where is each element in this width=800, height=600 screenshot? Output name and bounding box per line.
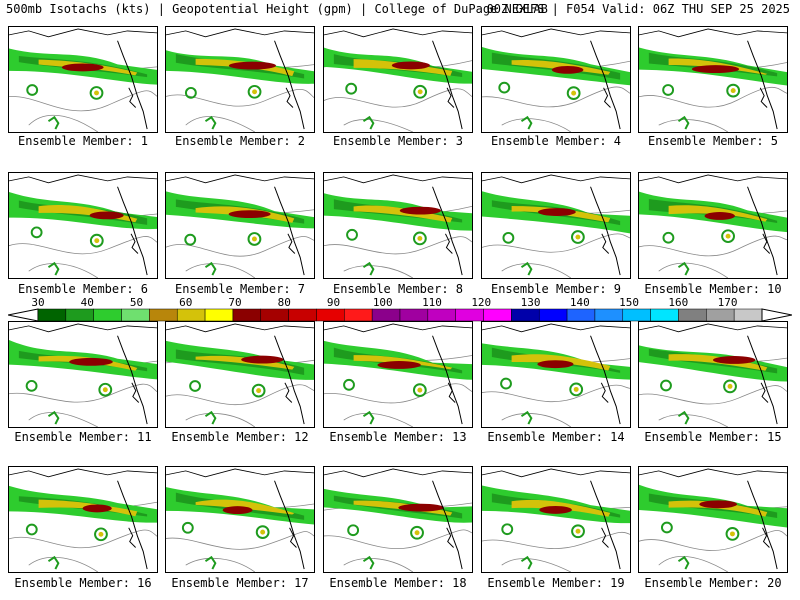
member-15-map	[638, 321, 788, 428]
member-14-label: Ensemble Member: 14	[487, 430, 625, 444]
member-13-label: Ensemble Member: 13	[329, 430, 467, 444]
colorbar-swatch-12	[344, 308, 373, 322]
member-4-label: Ensemble Member: 4	[490, 134, 622, 148]
colorbar-swatch-9	[260, 308, 289, 322]
colorbar-swatch-25	[706, 308, 735, 322]
colorbar-tick-label: 110	[422, 296, 442, 309]
colorbar-swatch-6	[176, 308, 206, 322]
member-14-map	[481, 321, 631, 428]
member-6-map	[8, 172, 158, 279]
colorbar-swatch-23	[650, 308, 679, 322]
colorbar-swatch-20	[566, 308, 596, 322]
member-16-label: Ensemble Member: 16	[14, 576, 152, 590]
member-7-map	[165, 172, 315, 279]
colorbar-swatch-2	[65, 308, 94, 322]
colorbar-tick-label: 170	[717, 296, 738, 309]
colorbar-swatch-21	[594, 308, 624, 322]
member-6-label: Ensemble Member: 6	[17, 282, 149, 296]
colorbar-swatch-7	[204, 308, 234, 322]
member-11-map	[8, 321, 158, 428]
colorbar-tick-label: 70	[228, 296, 242, 309]
colorbar-high-arrow	[761, 308, 792, 322]
colorbar-swatch-17	[483, 308, 512, 322]
colorbar-swatch-5	[149, 308, 178, 322]
member-17-label: Ensemble Member: 17	[171, 576, 309, 590]
colorbar-tick-label: 90	[326, 296, 341, 309]
member-11-label: Ensemble Member: 11	[14, 430, 152, 444]
member-12-label: Ensemble Member: 12	[171, 430, 309, 444]
colorbar-swatch-8	[232, 308, 262, 322]
map-title: 500mb Isotachs (kts) | Geopotential Heig…	[6, 2, 548, 16]
member-1-label: Ensemble Member: 1	[17, 134, 149, 148]
colorbar-swatch-3	[93, 308, 122, 322]
member-5-label: Ensemble Member: 5	[647, 134, 779, 148]
colorbar-swatch-24	[678, 308, 707, 322]
colorbar-swatch-11	[316, 308, 345, 322]
member-18-map	[323, 466, 473, 573]
member-4-map	[481, 26, 631, 133]
colorbar-tick-label: 40	[80, 296, 94, 309]
colorbar-swatch-18	[511, 308, 540, 322]
colorbar-tick-label: 60	[179, 296, 193, 309]
member-20-label: Ensemble Member: 20	[644, 576, 782, 590]
colorbar-swatch-14	[399, 308, 429, 322]
colorbar-tick-label: 30	[31, 296, 45, 309]
colorbar-swatch-19	[538, 308, 568, 322]
member-9-label: Ensemble Member: 9	[490, 282, 622, 296]
colorbar-tick-label: 50	[129, 296, 144, 309]
member-8-label: Ensemble Member: 8	[332, 282, 464, 296]
colorbar-swatch-13	[371, 308, 401, 322]
colorbar-tick-label: 160	[668, 296, 689, 309]
member-18-label: Ensemble Member: 18	[329, 576, 467, 590]
member-19-map	[481, 466, 631, 573]
member-10-map	[638, 172, 788, 279]
member-2-map	[165, 26, 315, 133]
colorbar-swatch-10	[288, 308, 317, 322]
colorbar-tick-label: 100	[372, 296, 393, 309]
member-2-label: Ensemble Member: 2	[174, 134, 306, 148]
member-10-label: Ensemble Member: 10	[644, 282, 782, 296]
member-12-map	[165, 321, 315, 428]
colorbar-swatch-22	[622, 308, 651, 322]
colorbar-swatch-26	[733, 308, 763, 322]
isotach-colorbar	[8, 308, 792, 322]
member-7-label: Ensemble Member: 7	[174, 282, 306, 296]
colorbar-tick-label: 140	[569, 296, 590, 309]
member-17-map	[165, 466, 315, 573]
colorbar-tick-label: 130	[520, 296, 541, 309]
colorbar-tick-label: 120	[471, 296, 492, 309]
member-9-map	[481, 172, 631, 279]
colorbar-tick-label: 150	[619, 296, 639, 309]
member-19-label: Ensemble Member: 19	[487, 576, 625, 590]
member-5-map	[638, 26, 788, 133]
member-13-map	[323, 321, 473, 428]
member-16-map	[8, 466, 158, 573]
run-info: 00Z GEFS | F054 Valid: 06Z THU SEP 25 20…	[486, 2, 790, 16]
member-15-label: Ensemble Member: 15	[644, 430, 782, 444]
colorbar-low-arrow	[8, 308, 39, 322]
member-8-map	[323, 172, 473, 279]
colorbar-swatch-4	[121, 308, 150, 322]
colorbar-swatch-1	[37, 308, 67, 322]
member-3-label: Ensemble Member: 3	[332, 134, 464, 148]
member-20-map	[638, 466, 788, 573]
colorbar-tick-label: 80	[277, 296, 291, 309]
member-3-map	[323, 26, 473, 133]
colorbar-swatch-16	[455, 308, 484, 322]
colorbar-swatch-15	[427, 308, 456, 322]
member-1-map	[8, 26, 158, 133]
